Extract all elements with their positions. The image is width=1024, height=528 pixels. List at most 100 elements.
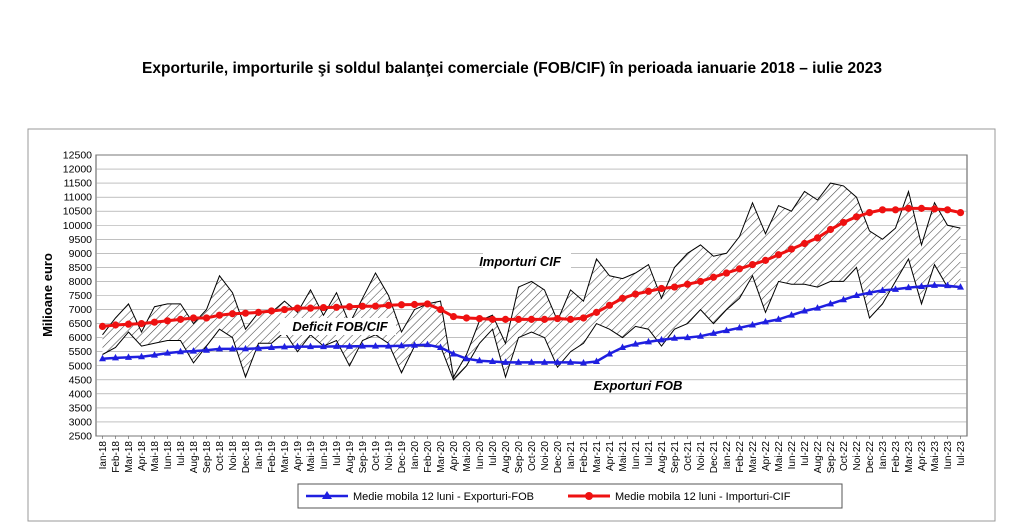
x-tick-label: Noi-18 [228, 441, 239, 471]
import-ma-point [657, 284, 666, 293]
import-ma-point [423, 300, 432, 308]
export-ma-point [957, 283, 964, 290]
import-ma-point [722, 269, 731, 277]
x-tick-labels: Ian-18 Feb-18 Mar-18 Apr-18 Mai-18 Iun-18 Iul-… [98, 441, 967, 474]
x-tick-label: Aug-18 [189, 441, 200, 474]
legend: Medie mobila 12 luni - Exporturi-FOB Med… [297, 483, 843, 509]
x-tick-label: Mai-21 [618, 441, 629, 472]
x-tick-label: Mar-19 [280, 441, 291, 473]
export-ma-point [450, 349, 457, 357]
import-ma-point [345, 303, 354, 311]
import-ma-point [267, 307, 276, 315]
import-ma-point [501, 315, 510, 323]
import-ma-point [787, 245, 796, 253]
import-ma-point [124, 320, 133, 328]
x-tick-label: Noi-19 [384, 441, 395, 471]
x-tick-label: Iun-20 [475, 441, 486, 470]
x-tick-label: Apr-19 [293, 441, 304, 471]
imports-monthly-line [102, 182, 961, 379]
annotation-imports-bg [483, 252, 571, 269]
import-ma-point [813, 234, 822, 242]
import-ma-point [904, 204, 913, 212]
export-ma-point [788, 311, 795, 318]
export-ma-point [138, 352, 145, 360]
export-ma-point [606, 349, 613, 357]
x-tick-label: Ian-23 [878, 441, 889, 470]
x-tick-label: Feb-23 [891, 441, 902, 473]
import-ma-point [592, 308, 601, 316]
export-ma-point [502, 358, 509, 365]
import-ma-point [397, 301, 406, 309]
import-ma-point [748, 260, 757, 269]
export-ma-point [931, 281, 938, 288]
y-tick-label: 6000 [69, 332, 93, 344]
export-ma-point [216, 344, 223, 352]
export-ma-point [177, 347, 184, 355]
export-ma-point [853, 291, 860, 298]
x-tick-label: Sep-20 [514, 441, 525, 474]
x-tick-label: Apr-22 [761, 441, 772, 471]
export-ma-point [307, 342, 314, 350]
export-ma-point [619, 343, 626, 350]
x-tick-label: Sep-21 [670, 441, 681, 474]
x-tick-label: Iun-22 [787, 441, 798, 470]
y-tick-label: 10000 [63, 220, 92, 232]
x-tick-label: Dec-19 [397, 441, 408, 474]
export-ma-point [151, 351, 158, 358]
x-tick-label: Mar-23 [904, 441, 915, 473]
y-axis-label: Milioane euro [40, 253, 55, 337]
annotation-imports: Importuri CIF [479, 254, 562, 269]
export-ma-point [671, 334, 678, 341]
x-tick-label: Aug-21 [657, 441, 668, 474]
export-ma-point [840, 295, 847, 303]
x-tick-label: Aug-19 [345, 441, 356, 474]
import-ma-point [514, 315, 523, 323]
import-ma-point [176, 315, 185, 323]
import-ma-point [410, 300, 419, 309]
import-ma-point [540, 315, 549, 323]
x-tick-label: Ian-22 [722, 441, 733, 470]
x-tick-label: Aug-22 [813, 441, 824, 474]
export-ma-point [281, 342, 288, 350]
export-ma-point [892, 285, 899, 292]
x-tick-label: Noi-22 [852, 441, 863, 471]
import-ma-point [670, 283, 679, 291]
y-tick-label: 5000 [69, 360, 93, 372]
export-ma-point [229, 344, 236, 352]
import-ma-point [462, 314, 471, 322]
export-ma-point [879, 286, 886, 293]
import-ma-point [566, 315, 575, 323]
x-tick-label: Oct-19 [371, 441, 382, 471]
import-ma-point [839, 218, 848, 227]
page-title: Exporturile, importurile şi soldul balan… [142, 60, 882, 77]
export-ma-point [463, 354, 470, 362]
x-tick-label: Oct-21 [683, 441, 694, 471]
export-ma-point [723, 326, 730, 334]
x-tick-label: Iul-18 [176, 441, 187, 466]
import-ma-point [306, 304, 315, 312]
export-ma-point [398, 341, 405, 349]
export-ma-point [645, 337, 652, 345]
y-tick-label: 9500 [69, 234, 93, 246]
export-ma-point [294, 342, 301, 350]
export-ma-point [593, 357, 600, 365]
x-tick-label: Mai-20 [462, 441, 473, 472]
import-ma-point [618, 294, 627, 302]
y-tick-label: 11500 [64, 178, 93, 190]
export-ma-point [567, 358, 574, 365]
x-tick-label: Ian-18 [98, 441, 109, 470]
export-ma-point [268, 343, 275, 350]
x-tick-label: Mai-19 [306, 441, 317, 472]
export-ma-point [554, 358, 561, 365]
x-tick-label: Mar-20 [436, 441, 447, 473]
x-tick-label: Mai-23 [930, 441, 941, 472]
import-ma-point [202, 314, 211, 322]
import-ma-point [709, 273, 718, 281]
y-tick-label: 7500 [69, 290, 93, 302]
legend-exports-label: Medie mobila 12 luni - Exporturi-FOB [353, 491, 534, 503]
x-tick-label: Sep-18 [202, 441, 213, 474]
x-tick-label: Ian-20 [410, 441, 421, 470]
export-ma-point [125, 353, 132, 360]
export-ma-point [112, 353, 119, 361]
